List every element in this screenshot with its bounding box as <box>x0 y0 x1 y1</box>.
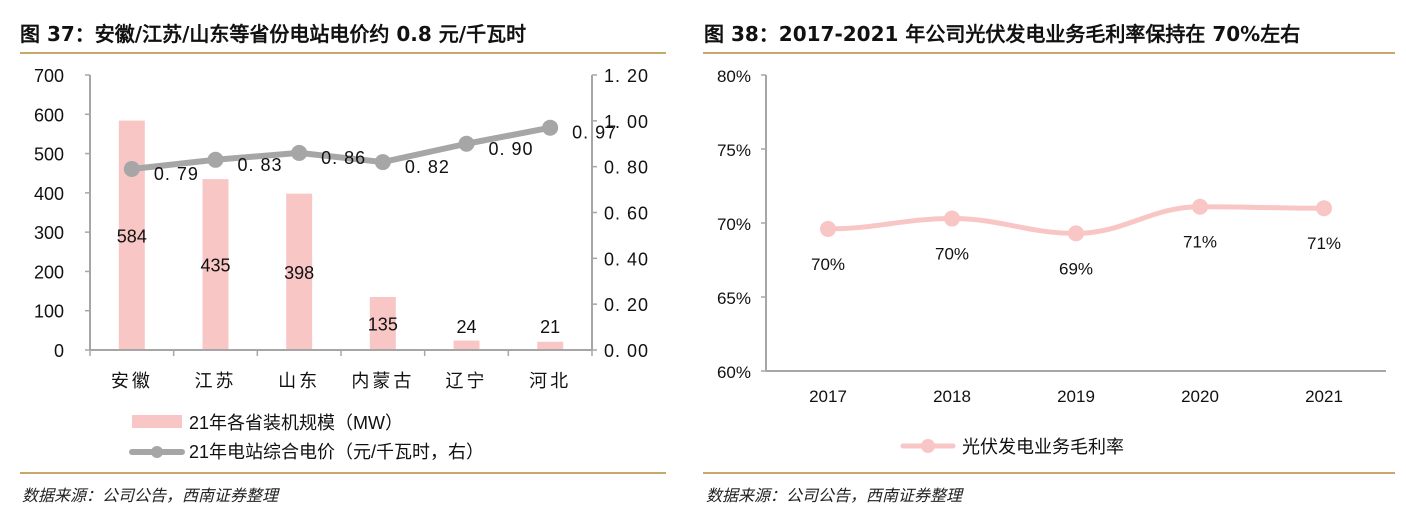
price-data-label: 0. 79 <box>154 164 199 184</box>
bar-安徽 <box>118 120 145 350</box>
left-y-tick-label: 0 <box>54 341 64 361</box>
x-tick-label: 辽宁 <box>446 371 488 391</box>
right-y-tick-label: 0. 40 <box>604 249 649 269</box>
price-point-江苏 <box>207 151 224 168</box>
legend-label: 光伏发电业务毛利率 <box>962 437 1124 457</box>
bar-内蒙古 <box>369 296 396 350</box>
left-y-tick-label: 300 <box>34 223 64 243</box>
price-data-label: 0. 83 <box>238 155 283 175</box>
price-line <box>131 124 551 172</box>
margin-data-label: 69% <box>1059 259 1093 278</box>
y-tick-label: 65% <box>717 289 751 308</box>
bar-河北 <box>537 341 564 350</box>
price-point-山东 <box>291 144 308 161</box>
legend-swatch-marker <box>151 446 163 458</box>
right-y-tick-label: 0. 00 <box>604 341 649 361</box>
margin-point-2018 <box>944 210 960 227</box>
left-chart-title: 图 37：安徽/江苏/山东等省份电站电价约 0.8 元/千瓦时 <box>20 22 527 46</box>
x-tick-label: 安徽 <box>111 371 153 391</box>
margin-data-label: 70% <box>811 255 845 274</box>
x-tick-label: 2021 <box>1305 387 1343 406</box>
x-tick-label: 内蒙古 <box>351 371 414 391</box>
right-source-divider <box>703 472 1395 474</box>
left-y-tick-label: 700 <box>34 66 64 86</box>
bar-data-label: 435 <box>200 256 230 276</box>
price-data-label: 0. 90 <box>489 139 534 159</box>
bar-山东 <box>286 193 313 350</box>
left-y-tick-label: 100 <box>34 302 64 322</box>
left-y-tick-label: 400 <box>34 184 64 204</box>
bar-江苏 <box>202 179 229 350</box>
right-source-note: 数据来源：公司公告，西南证券整理 <box>706 486 963 505</box>
margin-data-label: 71% <box>1183 233 1217 252</box>
left-source-note: 数据来源：公司公告，西南证券整理 <box>22 486 279 505</box>
margin-point-2020 <box>1192 198 1208 215</box>
x-tick-label: 2019 <box>1057 387 1095 406</box>
margin-point-2017 <box>820 220 836 237</box>
margin-point-2019 <box>1068 225 1084 242</box>
y-tick-label: 70% <box>717 215 751 234</box>
x-tick-label: 江苏 <box>195 371 237 391</box>
bar-data-label: 398 <box>284 263 314 283</box>
price-point-内蒙古 <box>374 154 391 171</box>
bar-data-label: 135 <box>368 314 398 334</box>
margin-data-label: 70% <box>935 245 969 264</box>
left-y-tick-label: 500 <box>34 145 64 165</box>
right-y-tick-label: 0. 60 <box>604 204 649 224</box>
price-point-辽宁 <box>458 135 475 152</box>
y-tick-label: 60% <box>717 363 751 382</box>
margin-data-label: 71% <box>1307 234 1341 253</box>
legend-label-bar: 21年各省装机规模（MW） <box>189 413 403 433</box>
price-point-河北 <box>542 119 559 136</box>
legend-swatch-bar <box>132 415 182 428</box>
x-tick-label: 2017 <box>809 387 847 406</box>
legend-label-line: 21年电站综合电价（元/千瓦时，右） <box>189 442 484 462</box>
price-data-label: 0. 86 <box>321 148 366 168</box>
bar-辽宁 <box>453 340 480 350</box>
x-tick-label: 河北 <box>529 371 571 391</box>
x-tick-label: 山东 <box>278 371 320 391</box>
price-point-安徽 <box>123 160 140 177</box>
bar-data-label: 21 <box>540 317 560 337</box>
price-data-label: 0. 97 <box>572 123 617 143</box>
left-source-divider <box>20 472 666 474</box>
right-y-tick-label: 1. 20 <box>604 66 649 86</box>
right-y-tick-label: 0. 80 <box>604 158 649 178</box>
left-y-tick-label: 200 <box>34 262 64 282</box>
right-title-divider <box>703 52 1395 54</box>
y-tick-label: 75% <box>717 141 751 160</box>
margin-point-2021 <box>1316 200 1332 217</box>
bar-data-label: 24 <box>456 317 476 337</box>
bar-data-label: 584 <box>117 226 147 246</box>
x-tick-label: 2020 <box>1181 387 1219 406</box>
right-chart-title: 图 38：2017-2021 年公司光伏发电业务毛利率保持在 70%左右 <box>704 22 1301 46</box>
left-title-divider <box>20 52 666 54</box>
right-y-tick-label: 0. 20 <box>604 295 649 315</box>
x-tick-label: 2018 <box>933 387 971 406</box>
left-y-tick-label: 600 <box>34 105 64 125</box>
legend-swatch-marker <box>921 439 935 453</box>
y-tick-label: 80% <box>717 67 751 86</box>
right-y-tick-label: 1. 00 <box>604 112 649 132</box>
price-data-label: 0. 82 <box>405 157 450 177</box>
